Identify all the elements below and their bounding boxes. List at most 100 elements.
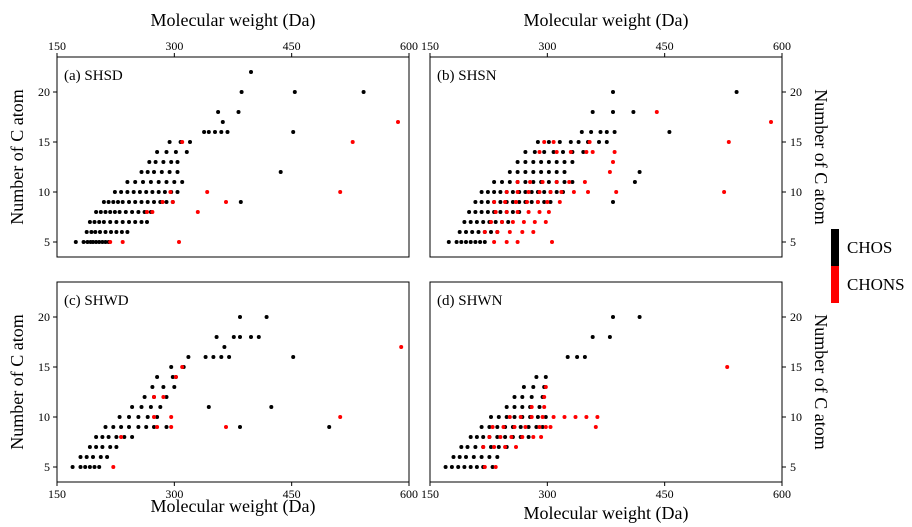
chos-point [471, 455, 476, 459]
chons-point [492, 445, 497, 449]
chons-point [529, 405, 534, 409]
chos-point [498, 190, 503, 194]
chos-point [97, 465, 102, 469]
x-tick-label: 450 [283, 487, 301, 501]
chos-point [131, 190, 136, 194]
chons-point [152, 415, 156, 419]
y-tick-label: 5 [44, 460, 50, 474]
chons-point [537, 150, 542, 154]
chos-point [542, 150, 547, 154]
chos-point [278, 170, 283, 174]
chos-point [611, 315, 615, 319]
chos-point [518, 425, 523, 429]
chos-point [540, 425, 545, 429]
chons-point [537, 425, 542, 429]
chos-point [152, 170, 156, 174]
chos-point [546, 160, 551, 164]
chons-point [548, 425, 553, 429]
chons-point [526, 210, 531, 214]
chons-point [559, 190, 564, 194]
chos-point [152, 425, 156, 429]
chons-point [481, 445, 486, 449]
chons-point [396, 120, 400, 124]
chos-point [492, 190, 497, 194]
chos-point [122, 435, 127, 439]
chos-point [443, 465, 448, 469]
chos-point [542, 200, 547, 204]
chos-point [98, 210, 103, 214]
y-tick-label: 15 [790, 360, 802, 374]
chons-point [155, 425, 160, 429]
chons-point [535, 200, 540, 204]
chons-point [573, 415, 578, 419]
chons-point [567, 180, 572, 184]
chos-point [116, 200, 120, 204]
chons-point [161, 395, 166, 399]
chons-point [145, 210, 149, 214]
chos-point [249, 335, 253, 339]
y-tick-label: 10 [790, 410, 802, 424]
chons-point [587, 140, 592, 144]
chos-point [148, 405, 153, 409]
chons-point [170, 200, 175, 204]
chons-point [540, 415, 545, 419]
chos-point [468, 435, 473, 439]
chos-point [269, 405, 274, 409]
chons-point [554, 180, 559, 184]
chos-point [570, 180, 575, 184]
chos-point [478, 240, 483, 244]
chos-point [94, 240, 99, 244]
chos-point [457, 455, 462, 459]
chos-point [214, 335, 219, 339]
point-layer [70, 315, 404, 469]
chons-point [726, 140, 731, 144]
chos-point [93, 230, 98, 234]
chos-point [529, 200, 534, 204]
chons-point [571, 190, 576, 194]
chos-point [173, 150, 178, 154]
chos-point [158, 405, 163, 409]
chos-point [164, 150, 169, 154]
chos-point [81, 240, 86, 244]
chos-point [507, 180, 512, 184]
chos-point [667, 130, 672, 134]
chos-point [462, 220, 467, 224]
chons-point [487, 435, 492, 439]
chos-point [523, 150, 528, 154]
chos-point [464, 240, 468, 244]
x-tick-label: 600 [773, 39, 791, 53]
chos-point [507, 170, 512, 174]
chos-point [361, 90, 366, 94]
chos-point [98, 230, 102, 234]
chos-point [446, 240, 451, 244]
chons-point [503, 200, 508, 204]
chos-point [479, 190, 484, 194]
chos-point [551, 150, 556, 154]
chos-point [219, 130, 224, 134]
chos-point [87, 465, 92, 469]
chos-point [467, 210, 472, 214]
chos-point [496, 415, 501, 419]
chos-point [473, 240, 478, 244]
chos-point [535, 415, 540, 419]
chos-point [474, 220, 479, 224]
x-tick-label: 600 [400, 39, 418, 53]
chos-point [145, 415, 150, 419]
chos-point [327, 425, 332, 429]
chos-point [604, 130, 609, 134]
chos-point [504, 405, 509, 409]
chos-point [101, 220, 106, 224]
chons-point [584, 415, 589, 419]
chos-point [119, 425, 124, 429]
chos-point [238, 335, 242, 339]
chos-point [150, 385, 155, 389]
chons-point [542, 140, 547, 144]
chos-point [291, 355, 296, 359]
chos-point [203, 355, 208, 359]
chos-point [155, 375, 160, 379]
chos-point [456, 465, 461, 469]
chos-point [130, 405, 135, 409]
chos-point [481, 435, 486, 439]
chos-point [487, 425, 492, 429]
chos-point [554, 190, 559, 194]
